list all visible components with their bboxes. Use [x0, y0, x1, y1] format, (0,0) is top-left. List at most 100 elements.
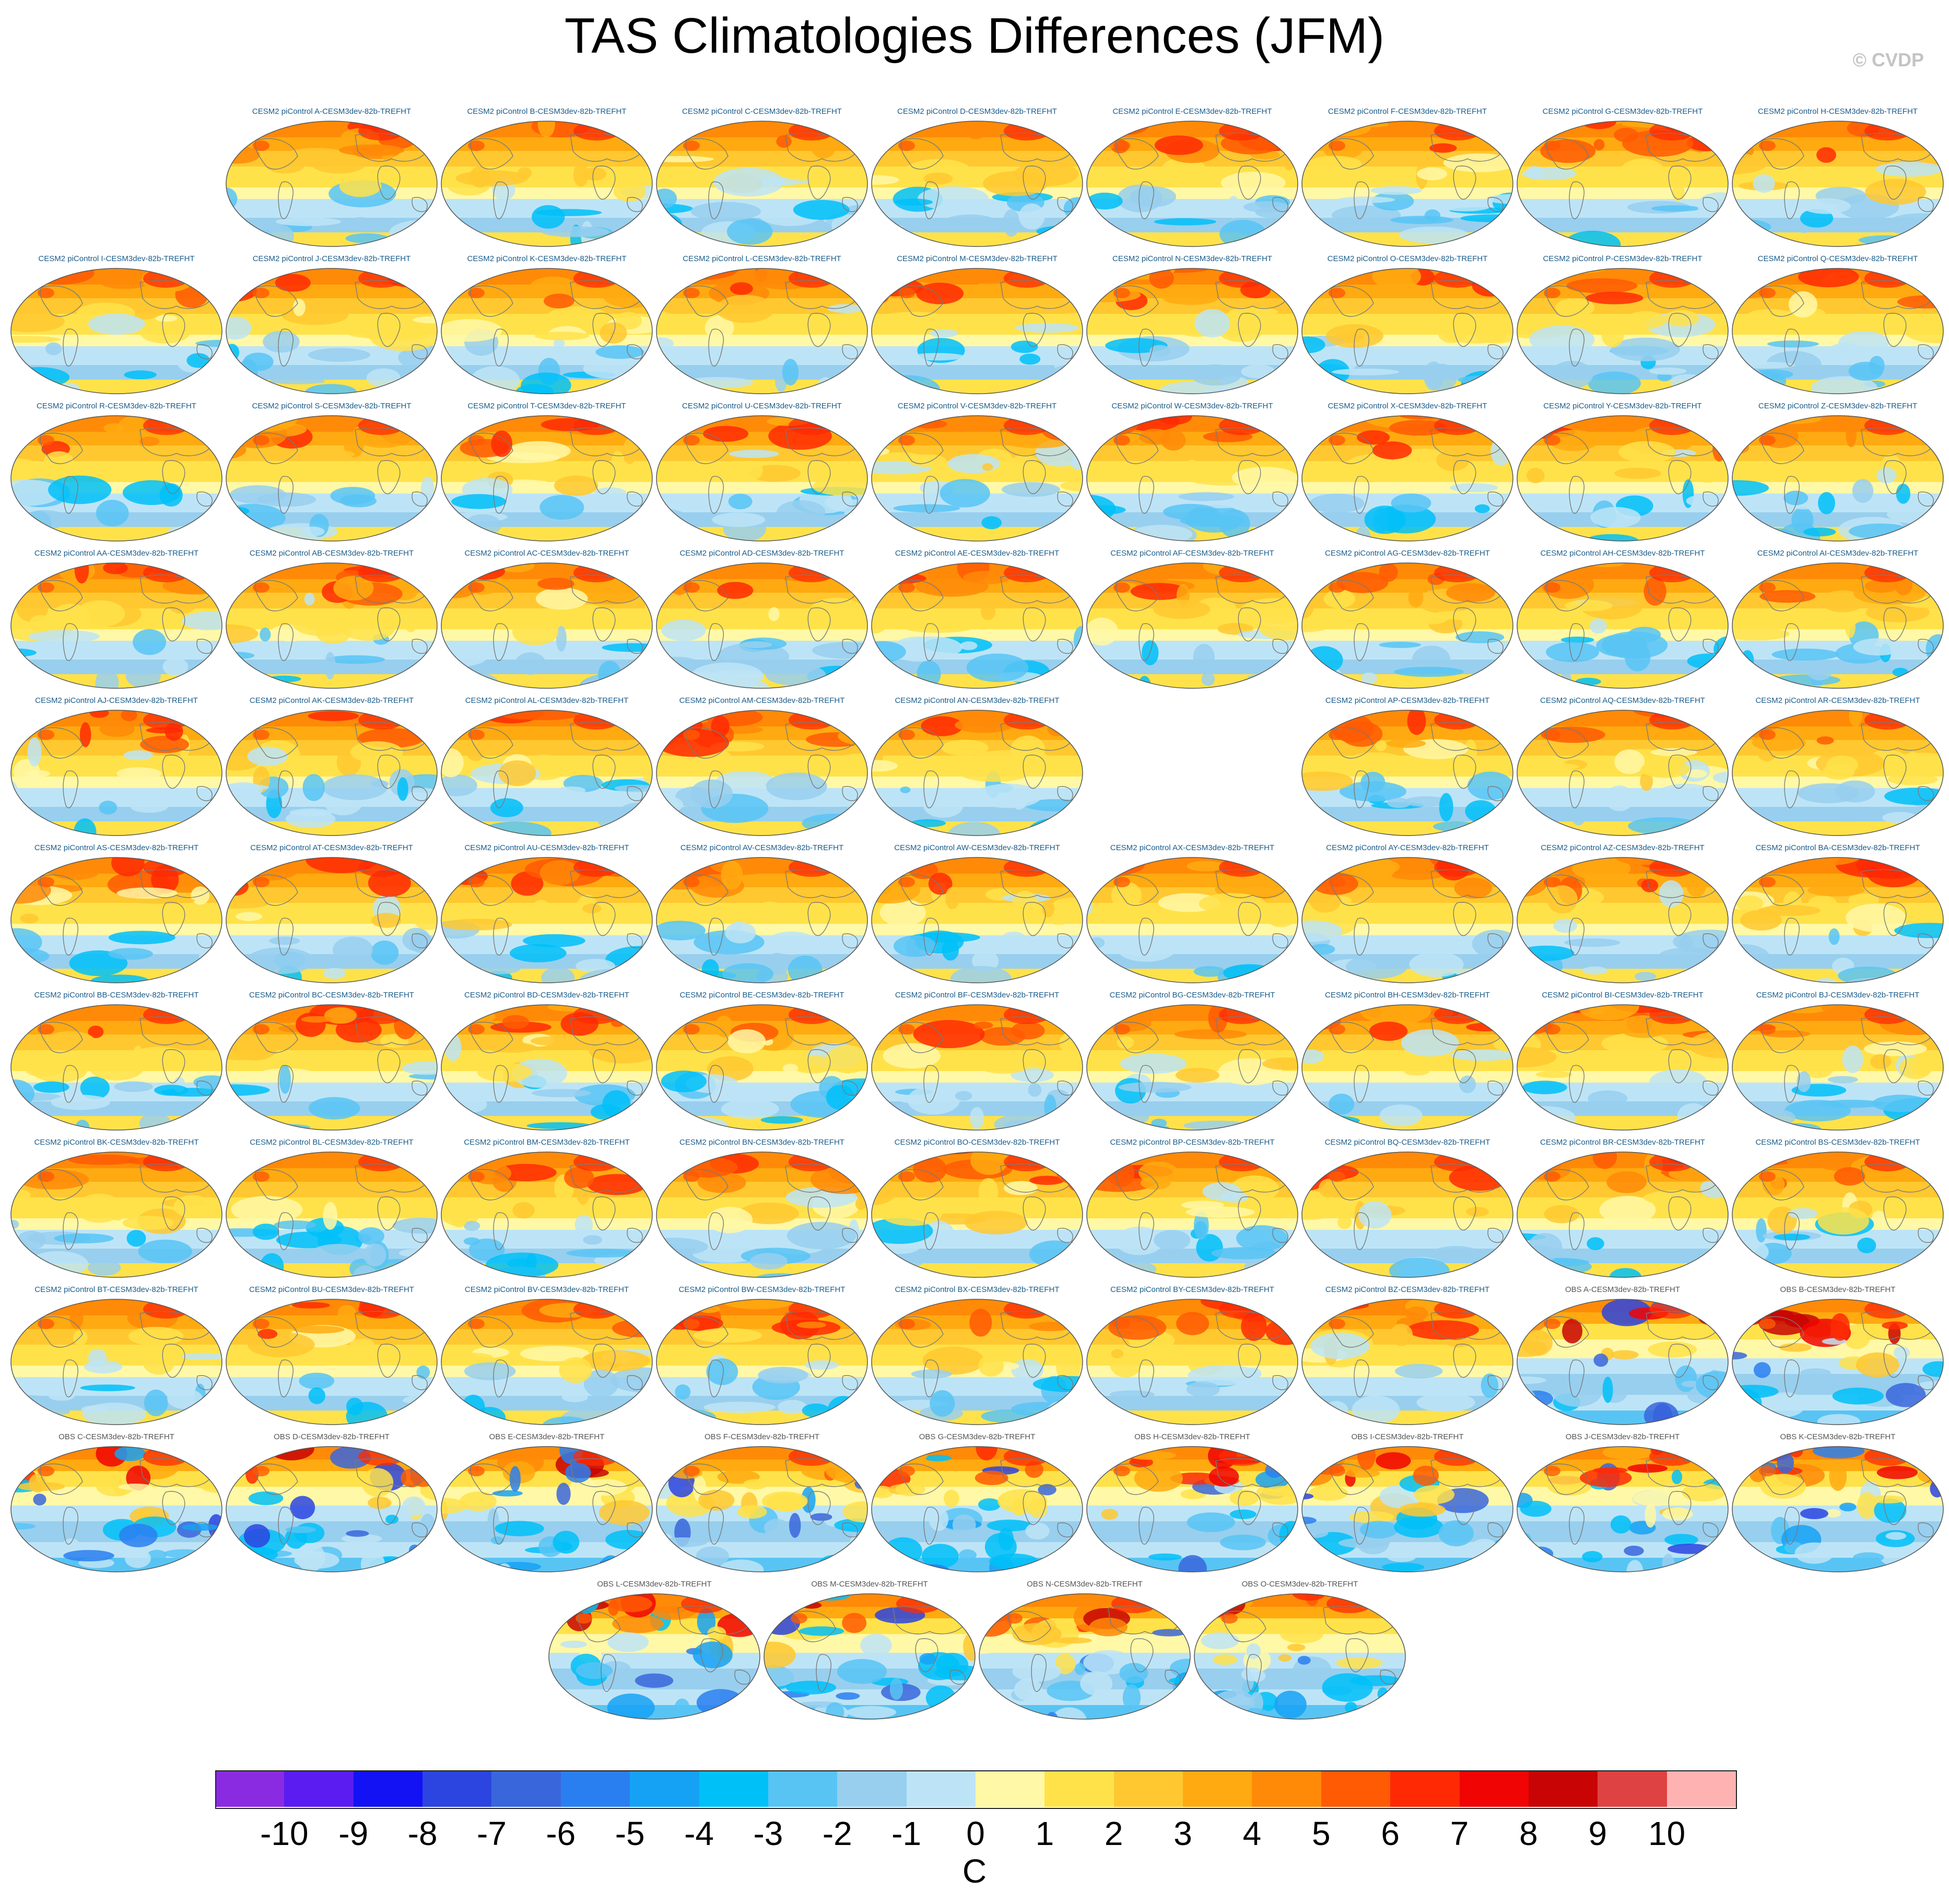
panel-title: CESM2 piControl Y-CESM3dev-82b-TREFHT — [1543, 402, 1702, 410]
world-map — [10, 1299, 222, 1425]
panel-title: CESM2 piControl AT-CESM3dev-82b-TREFHT — [250, 843, 413, 852]
panel-title: CESM2 piControl AY-CESM3dev-82b-TREFHT — [1326, 843, 1489, 852]
world-map — [10, 1446, 222, 1572]
map-panel: CESM2 piControl AN-CESM3dev-82b-TREFHT — [870, 696, 1084, 837]
map-panel: CESM2 piControl BE-CESM3dev-82b-TREFHT — [655, 991, 869, 1132]
map-panel: CESM2 piControl R-CESM3dev-82b-TREFHT — [9, 402, 224, 543]
world-map — [441, 121, 653, 247]
panel-title: CESM2 piControl BK-CESM3dev-82b-TREFHT — [34, 1138, 199, 1147]
map-panel: CESM2 piControl BQ-CESM3dev-82b-TREFHT — [1300, 1138, 1514, 1279]
colorbar-box — [560, 1770, 631, 1807]
map-panel: CESM2 piControl P-CESM3dev-82b-TREFHT — [1516, 254, 1730, 395]
colorbar-tick-label: -7 — [477, 1815, 507, 1852]
panel-title: CESM2 piControl P-CESM3dev-82b-TREFHT — [1543, 254, 1703, 263]
colorbar-tick-label: 6 — [1381, 1815, 1400, 1852]
world-map — [10, 415, 222, 542]
colorbar-tick-label: 5 — [1312, 1815, 1331, 1852]
colorbar-box — [976, 1770, 1046, 1807]
panel-title: CESM2 piControl BI-CESM3dev-82b-TREFHT — [1542, 991, 1704, 1000]
world-map — [1517, 1446, 1729, 1572]
panel-title: CESM2 piControl BE-CESM3dev-82b-TREFHT — [679, 991, 844, 1000]
map-panel: CESM2 piControl AR-CESM3dev-82b-TREFHT — [1731, 696, 1945, 837]
map-panel: CESM2 piControl AW-CESM3dev-82b-TREFHT — [870, 843, 1084, 984]
map-panel: CESM2 piControl C-CESM3dev-82b-TREFHT — [655, 107, 869, 248]
panel-title: CESM2 piControl Q-CESM3dev-82b-TREFHT — [1757, 254, 1918, 263]
map-panel: OBS D-CESM3dev-82b-TREFHT — [225, 1432, 439, 1573]
map-panel: CESM2 piControl BD-CESM3dev-82b-TREFHT — [440, 991, 654, 1132]
panel-title: OBS J-CESM3dev-82b-TREFHT — [1565, 1432, 1680, 1441]
map-panel: CESM2 piControl AT-CESM3dev-82b-TREFHT — [225, 843, 439, 984]
colorbar-box — [1113, 1770, 1184, 1807]
map-panel: CESM2 piControl Y-CESM3dev-82b-TREFHT — [1516, 402, 1730, 543]
world-map — [1517, 415, 1729, 542]
map-panel: CESM2 piControl H-CESM3dev-82b-TREFHT — [1731, 107, 1945, 248]
world-map — [1086, 415, 1298, 542]
panel-title: CESM2 piControl X-CESM3dev-82b-TREFHT — [1328, 402, 1487, 410]
map-panel: CESM2 piControl BI-CESM3dev-82b-TREFHT — [1516, 991, 1730, 1132]
map-panel: CESM2 piControl G-CESM3dev-82b-TREFHT — [1516, 107, 1730, 248]
world-map — [441, 268, 653, 394]
world-map — [1732, 562, 1944, 689]
watermark-text: © CVDP — [1852, 49, 1924, 70]
panel-title: CESM2 piControl W-CESM3dev-82b-TREFHT — [1111, 402, 1273, 410]
map-panel: CESM2 piControl BH-CESM3dev-82b-TREFHT — [1300, 991, 1514, 1132]
colorbar-tick-label: 3 — [1173, 1815, 1192, 1852]
world-map — [1732, 121, 1944, 247]
panel-title: OBS M-CESM3dev-82b-TREFHT — [811, 1580, 928, 1589]
map-panel: OBS F-CESM3dev-82b-TREFHT — [655, 1432, 869, 1573]
colorbar-box — [837, 1770, 907, 1807]
panel-title: CESM2 piControl I-CESM3dev-82b-TREFHT — [38, 254, 195, 263]
colorbar-box — [215, 1770, 285, 1807]
panel-title: CESM2 piControl T-CESM3dev-82b-TREFHT — [467, 402, 626, 410]
panel-title: CESM2 piControl AS-CESM3dev-82b-TREFHT — [34, 843, 199, 852]
panel-title: CESM2 piControl AW-CESM3dev-82b-TREFHT — [894, 843, 1060, 852]
map-panel: CESM2 piControl AY-CESM3dev-82b-TREFHT — [1300, 843, 1514, 984]
world-map — [441, 710, 653, 836]
world-map — [871, 268, 1083, 394]
panel-title: OBS F-CESM3dev-82b-TREFHT — [704, 1432, 820, 1441]
panel-title: CESM2 piControl AE-CESM3dev-82b-TREFHT — [895, 549, 1060, 558]
world-map — [871, 1151, 1083, 1278]
colorbar-box — [1528, 1770, 1599, 1807]
map-panel: OBS G-CESM3dev-82b-TREFHT — [870, 1432, 1084, 1573]
panel-title: CESM2 piControl BY-CESM3dev-82b-TREFHT — [1110, 1285, 1274, 1294]
panel-title: CESM2 piControl BV-CESM3dev-82b-TREFHT — [464, 1285, 629, 1294]
panel-title: CESM2 piControl AB-CESM3dev-82b-TREFHT — [249, 549, 414, 558]
map-panel: CESM2 piControl BM-CESM3dev-82b-TREFHT — [440, 1138, 654, 1279]
map-panel: CESM2 piControl BF-CESM3dev-82b-TREFHT — [870, 991, 1084, 1132]
world-map — [1301, 415, 1513, 542]
map-panel: CESM2 piControl AH-CESM3dev-82b-TREFHT — [1516, 549, 1730, 690]
map-panel: CESM2 piControl AE-CESM3dev-82b-TREFHT — [870, 549, 1084, 690]
map-panel: CESM2 piControl AG-CESM3dev-82b-TREFHT — [1300, 549, 1514, 690]
world-map — [871, 1004, 1083, 1131]
world-map — [10, 562, 222, 689]
panel-title: CESM2 piControl F-CESM3dev-82b-TREFHT — [1328, 107, 1487, 116]
world-map — [656, 268, 868, 394]
colorbar-tick-label: -5 — [615, 1815, 645, 1852]
panel-title: CESM2 piControl BZ-CESM3dev-82b-TREFHT — [1325, 1285, 1490, 1294]
map-panel: CESM2 piControl BO-CESM3dev-82b-TREFHT — [870, 1138, 1084, 1279]
world-map — [1086, 268, 1298, 394]
world-map — [441, 415, 653, 542]
world-map — [871, 710, 1083, 836]
map-panel: CESM2 piControl BR-CESM3dev-82b-TREFHT — [1516, 1138, 1730, 1279]
world-map — [871, 857, 1083, 983]
world-map — [441, 1004, 653, 1131]
world-map — [656, 1299, 868, 1425]
world-map — [656, 562, 868, 689]
panel-title: CESM2 piControl AP-CESM3dev-82b-TREFHT — [1325, 696, 1490, 705]
world-map — [1301, 1004, 1513, 1131]
world-map — [871, 1446, 1083, 1572]
world-map — [226, 1299, 438, 1425]
colorbar-tick-label: 7 — [1450, 1815, 1469, 1852]
map-panel: CESM2 piControl V-CESM3dev-82b-TREFHT — [870, 402, 1084, 543]
panel-title: CESM2 piControl BF-CESM3dev-82b-TREFHT — [895, 991, 1060, 1000]
map-panel: CESM2 piControl BU-CESM3dev-82b-TREFHT — [225, 1285, 439, 1426]
map-panel: OBS E-CESM3dev-82b-TREFHT — [440, 1432, 654, 1573]
colorbar-box — [1044, 1770, 1114, 1807]
world-map — [226, 268, 438, 394]
world-map — [10, 1151, 222, 1278]
world-map — [441, 1446, 653, 1572]
world-map — [979, 1593, 1191, 1720]
panel-title: CESM2 piControl E-CESM3dev-82b-TREFHT — [1112, 107, 1272, 116]
